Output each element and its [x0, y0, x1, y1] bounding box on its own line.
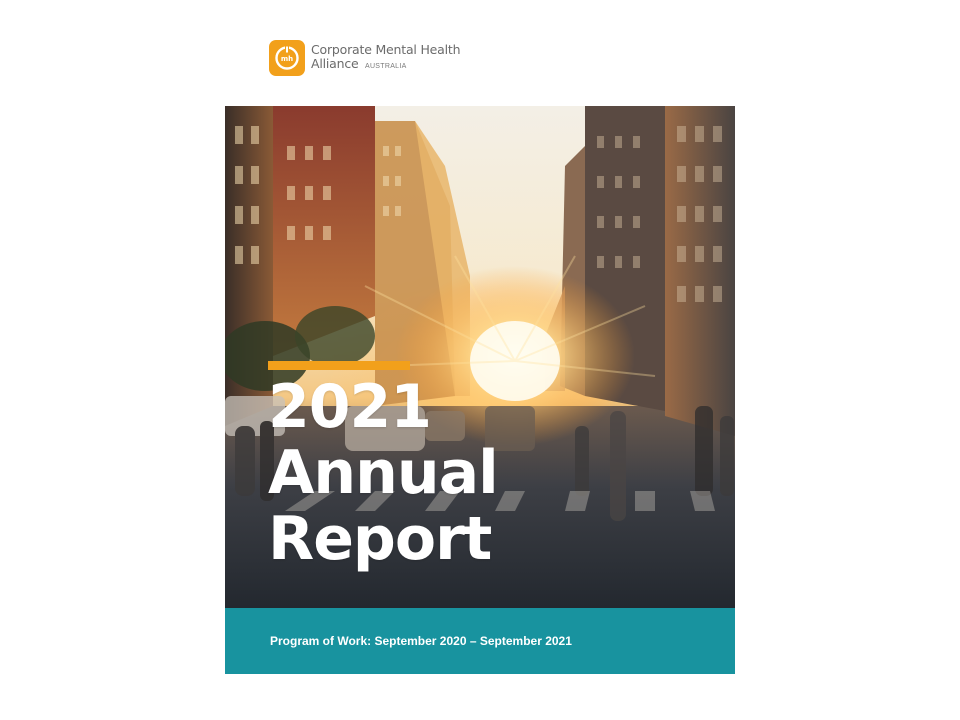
title-accent-bar — [268, 361, 410, 370]
logo-mark-text: mh — [281, 55, 293, 63]
city-street-sunset-image — [225, 106, 735, 608]
logo-line-2: Alliance — [311, 56, 359, 72]
logo-line-1: Corporate Mental Health — [311, 42, 461, 58]
logo-subline: AUSTRALIA — [364, 63, 407, 71]
logo-mark-icon: mh — [269, 40, 305, 76]
program-of-work-text: Program of Work: September 2020 – Septem… — [270, 634, 572, 648]
logo-wordmark: Corporate Mental Health Alliance AUSTRAL… — [311, 42, 461, 73]
report-title-year: 2021 — [268, 372, 432, 442]
organization-logo: mh Corporate Mental Health Alliance AUST… — [269, 39, 461, 77]
report-title-line-3: Report — [268, 504, 492, 574]
report-title-line-2: Annual — [268, 438, 499, 508]
program-of-work-band: Program of Work: September 2020 – Septem… — [225, 608, 735, 674]
report-title: 2021 Annual Report — [268, 372, 499, 574]
